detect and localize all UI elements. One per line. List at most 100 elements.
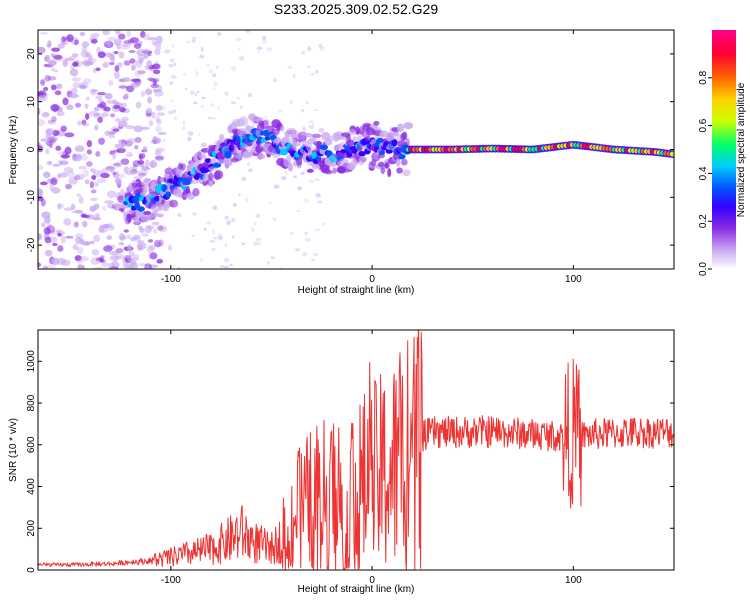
spectrogram-noise-blob bbox=[113, 38, 122, 46]
spectrogram-noise-blob bbox=[151, 111, 156, 119]
spectrogram-noise-blob bbox=[284, 170, 288, 175]
spectrogram-noise-blob bbox=[230, 218, 236, 223]
spectrogram-noise-blob bbox=[90, 88, 97, 96]
snr-x-tick-label: 0 bbox=[369, 575, 375, 586]
spectrogram-noise-blob bbox=[302, 252, 308, 257]
spectrogram-noise-blob bbox=[80, 153, 88, 161]
spectrogram-x-tick-label: -100 bbox=[161, 274, 181, 285]
spectrogram-noise-blob bbox=[50, 84, 57, 91]
spectrogram-noise-blob bbox=[101, 262, 110, 268]
spectrogram-blob bbox=[208, 178, 214, 187]
snr-y-ticks: 0 200 400 600 800 1000 bbox=[26, 350, 674, 573]
spectrogram-noise-blob bbox=[130, 82, 140, 88]
spectrogram-noise-blob bbox=[318, 128, 325, 133]
spectrogram-noise-blob bbox=[69, 68, 79, 77]
spectrogram-noise-blob bbox=[244, 197, 249, 203]
spectrogram-noise-blob bbox=[191, 36, 197, 41]
spectrogram-noise-blob bbox=[46, 225, 56, 234]
spectrogram-noise-blob bbox=[212, 205, 218, 210]
spectrogram-noise-blob bbox=[264, 115, 267, 119]
spectrogram-noise-blob bbox=[205, 64, 210, 67]
spectrogram-noise-blob bbox=[74, 102, 82, 108]
spectrogram-blob bbox=[296, 132, 306, 141]
spectrogram-noise-blob bbox=[66, 104, 74, 111]
spectrogram-noise-blob bbox=[195, 70, 199, 76]
spectrogram-noise-blob bbox=[84, 103, 89, 109]
spectrogram-noise-blob bbox=[272, 78, 278, 83]
spectrogram-noise-blob bbox=[57, 151, 66, 156]
spectrogram-noise-blob bbox=[168, 63, 174, 68]
spectrogram-noise-blob bbox=[48, 183, 54, 191]
spectrogram-noise-blob bbox=[191, 40, 196, 43]
spectrogram-noise-blob bbox=[171, 43, 175, 48]
spectrogram-noise-blob bbox=[50, 67, 56, 72]
spectrogram-noise-blob bbox=[57, 245, 64, 252]
spectrogram-noise-blob bbox=[135, 101, 142, 109]
spectrogram-noise-blob bbox=[98, 137, 105, 145]
spectrogram-noise-blob bbox=[47, 223, 52, 228]
spectrogram-noise-blob bbox=[46, 160, 53, 166]
spectrogram-noise-blob bbox=[147, 36, 158, 41]
spectrogram-noise-blob bbox=[173, 62, 177, 67]
spectrogram-noise-blob bbox=[107, 203, 115, 209]
spectrogram-noise-blob bbox=[216, 106, 220, 111]
spectrogram-noise-blob bbox=[133, 78, 142, 85]
spectrogram-noise-blob bbox=[310, 258, 315, 262]
spectrogram-noise-blob bbox=[118, 107, 126, 113]
spectrogram-noise-blob bbox=[114, 71, 120, 79]
spectrogram-noise-blob bbox=[252, 241, 258, 246]
spectrogram-noise-blob bbox=[304, 238, 311, 242]
spectrogram-noise-blob bbox=[229, 263, 233, 267]
spectrogram-noise-blob bbox=[127, 38, 134, 44]
spectrogram-noise-blob bbox=[134, 137, 142, 143]
spectrogram-blob bbox=[380, 167, 386, 175]
spectrogram-noise-blob bbox=[103, 41, 111, 45]
spectrogram-noise-blob bbox=[296, 209, 301, 213]
colorbar-label: Normalized spectral amplitude bbox=[736, 82, 747, 217]
spectrogram-noise-blob bbox=[169, 81, 174, 85]
spectrogram-blob bbox=[364, 136, 372, 142]
spectrogram-noise-blob bbox=[218, 236, 223, 241]
spectrogram-noise-blob bbox=[64, 57, 75, 62]
spectrogram-noise-blob bbox=[164, 49, 171, 54]
spectrogram-noise-blob bbox=[131, 256, 140, 261]
snr-x-axis-label: Height of straight line (km) bbox=[298, 584, 415, 595]
spectrogram-noise-blob bbox=[93, 234, 101, 243]
spectrogram-noise-blob bbox=[137, 172, 147, 177]
spectrogram-blob bbox=[320, 144, 328, 151]
spectrogram-noise-blob bbox=[139, 163, 145, 168]
spectrogram-noise-blob bbox=[160, 106, 166, 111]
spectrogram-noise-blob bbox=[74, 209, 84, 214]
spectrogram-noise-blob bbox=[118, 233, 126, 241]
spectrogram-noise-blob bbox=[43, 56, 48, 62]
spectrogram-noise-blob bbox=[137, 243, 143, 251]
spectrogram-noise-blob bbox=[142, 146, 148, 153]
spectrogram-noise-blob bbox=[118, 51, 125, 59]
spectrogram-blob bbox=[403, 122, 414, 130]
spectrogram-y-tick-label: 0 bbox=[26, 146, 37, 152]
spectrogram-noise-blob bbox=[55, 145, 62, 151]
spectrogram-noise-blob bbox=[109, 266, 119, 269]
spectrogram-noise-blob bbox=[47, 40, 52, 48]
spectrogram-noise-blob bbox=[198, 133, 201, 136]
spectrogram-noise-blob bbox=[257, 50, 260, 54]
spectrogram-y-tick-label: -10 bbox=[26, 190, 37, 205]
snr-y-tick-label: 0 bbox=[26, 567, 37, 573]
spectrogram-noise-blob bbox=[136, 236, 141, 243]
spectrogram-noise-blob bbox=[162, 138, 166, 143]
spectrogram-noise-blob bbox=[97, 116, 104, 123]
spectrogram-noise-blob bbox=[149, 120, 154, 127]
spectrogram-noise-blob bbox=[155, 104, 163, 112]
spectrogram-noise-blob bbox=[85, 96, 90, 101]
spectrogram-noise-blob bbox=[51, 47, 61, 52]
spectrogram-noise-blob bbox=[107, 36, 117, 42]
spectrogram-blob bbox=[259, 154, 266, 159]
spectrogram-noise-blob bbox=[247, 161, 250, 167]
spectrogram-noise-blob bbox=[123, 229, 130, 233]
figure-title: S233.2025.309.02.52.G29 bbox=[274, 1, 438, 17]
spectrogram-noise-blob bbox=[46, 265, 56, 269]
spectrogram-blob bbox=[348, 129, 357, 136]
spectrogram-y-ticks: -20 -10 0 10 20 bbox=[26, 48, 674, 252]
spectrogram-noise-blob bbox=[149, 244, 156, 251]
spectrogram-noise-blob bbox=[103, 60, 109, 68]
